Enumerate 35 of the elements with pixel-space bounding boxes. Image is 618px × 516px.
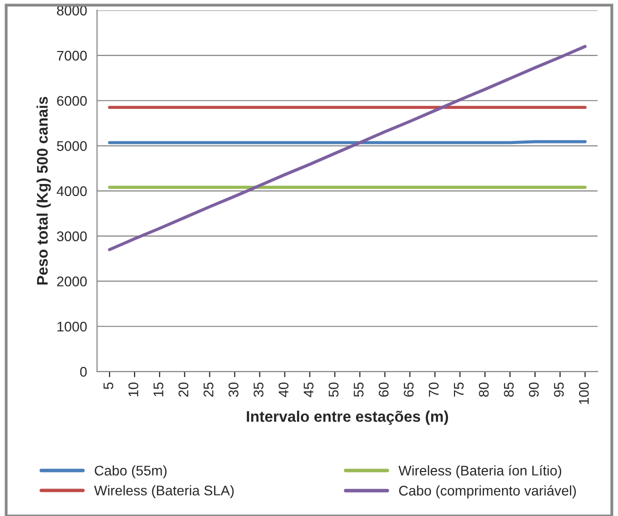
x-tick-label: 65 bbox=[404, 382, 414, 397]
y-tick-label: 6000 bbox=[57, 96, 87, 106]
y-tick-label: 3000 bbox=[56, 231, 87, 242]
x-tick-label: 75 bbox=[454, 382, 464, 397]
y-tick-label: 2000 bbox=[57, 276, 87, 286]
x-tick-label: 55 bbox=[354, 382, 364, 397]
y-axis-title: Peso total (Kg) 500 canais bbox=[36, 96, 51, 285]
legend-label: Wireless (Bateria íon Lítio) bbox=[398, 465, 562, 478]
x-tick-label: 70 bbox=[428, 382, 439, 397]
x-tick-label: 15 bbox=[154, 382, 164, 396]
x-tick-label: 45 bbox=[304, 382, 314, 398]
y-tick-label: 7000 bbox=[57, 50, 87, 61]
x-tick-label: 95 bbox=[554, 382, 564, 397]
x-tick-label: 30 bbox=[228, 382, 238, 397]
legend-label: Cabo (55m) bbox=[94, 465, 167, 478]
y-tick-label: 5000 bbox=[56, 141, 87, 151]
x-tick-label: 35 bbox=[254, 382, 264, 397]
x-tick-label: 90 bbox=[528, 382, 539, 397]
x-tick-label: 25 bbox=[204, 382, 214, 397]
x-tick-label: 10 bbox=[128, 382, 138, 396]
legend-label: Cabo (comprimento variável) bbox=[399, 485, 576, 498]
x-tick-label: 60 bbox=[378, 382, 389, 397]
x-tick-label: 5 bbox=[104, 382, 114, 390]
x-tick-label: 20 bbox=[178, 382, 188, 397]
x-tick-label: 85 bbox=[504, 382, 514, 397]
y-tick-label: 0 bbox=[80, 366, 87, 377]
x-tick-label: 40 bbox=[278, 382, 288, 398]
x-tick-label: 80 bbox=[478, 382, 489, 397]
x-tick-label: 50 bbox=[328, 382, 339, 397]
legend-label: Wireless (Bateria SLA) bbox=[94, 485, 234, 498]
y-tick-label: 4000 bbox=[56, 186, 87, 196]
x-axis-title: Intervalo entre estações (m) bbox=[246, 410, 448, 425]
x-tick-label: 100 bbox=[578, 382, 589, 404]
y-tick-label: 1000 bbox=[57, 322, 87, 332]
line-series bbox=[108, 44, 587, 252]
